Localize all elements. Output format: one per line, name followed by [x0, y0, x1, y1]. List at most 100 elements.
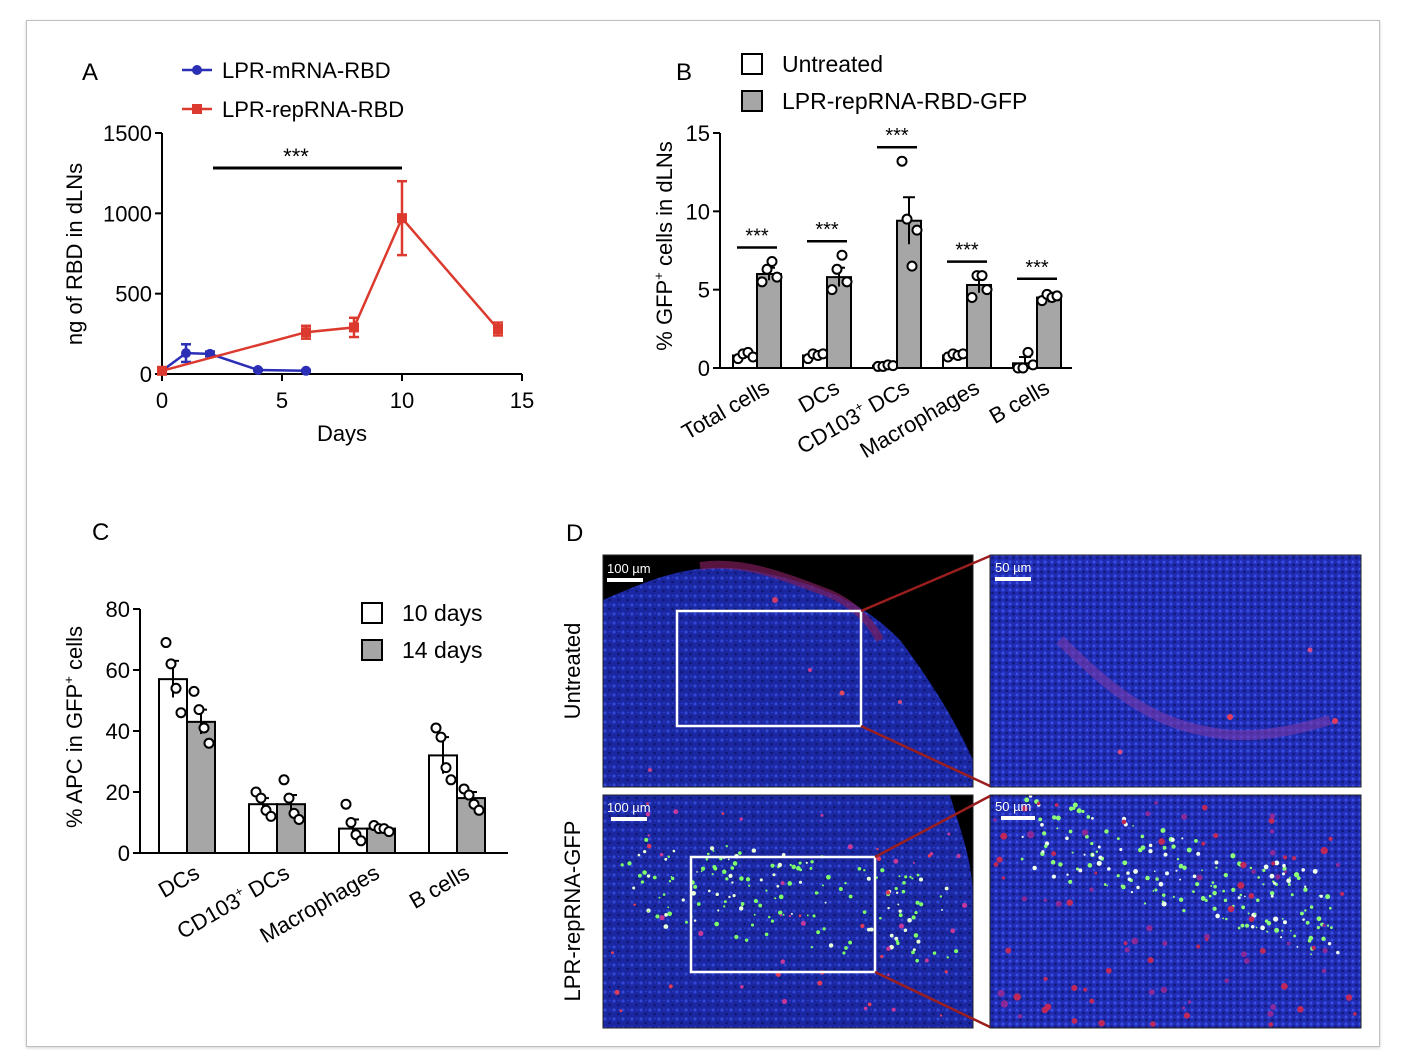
gfp-signal — [758, 903, 763, 908]
gfp-signal — [632, 886, 636, 890]
gfp-signal — [789, 863, 792, 867]
gfp-signal — [1211, 881, 1215, 884]
replicate-point — [440, 762, 452, 774]
gfp-signal — [902, 880, 906, 885]
gfp-signal — [705, 858, 709, 861]
gfp-signal — [932, 951, 937, 955]
red-signal — [1041, 1006, 1049, 1014]
gfp-signal — [1269, 873, 1275, 879]
gfp-signal — [744, 938, 749, 942]
significance-label: *** — [815, 219, 839, 241]
red-signal — [1345, 994, 1353, 1001]
gfp-signal — [652, 875, 657, 880]
gfp-signal — [1326, 924, 1330, 927]
gfp-signal — [770, 863, 775, 868]
red-signal — [1043, 898, 1048, 902]
red-signal — [1187, 1000, 1192, 1004]
gfp-signal — [1098, 855, 1103, 860]
gfp-signal — [1208, 894, 1212, 898]
replicate-point — [255, 792, 267, 804]
gfp-signal — [1214, 860, 1219, 865]
gfp-signal — [1085, 834, 1089, 839]
replicate-point — [911, 224, 923, 236]
gfp-signal — [765, 889, 768, 892]
red-signal — [876, 847, 879, 851]
red-signal — [1281, 982, 1288, 990]
replicate-point — [165, 658, 177, 670]
gfp-signal — [866, 876, 871, 881]
gfp-signal — [1244, 895, 1246, 898]
red-signal — [1148, 989, 1155, 995]
gfp-signal — [916, 873, 920, 877]
gfp-signal — [1301, 868, 1306, 872]
gfp-signal — [787, 881, 793, 886]
red-signal — [1013, 993, 1021, 1001]
red-signal — [939, 1014, 943, 1017]
legend-label: LPR-repRNA-RBD — [222, 97, 404, 122]
gfp-signal — [685, 920, 688, 924]
gfp-signal — [640, 880, 645, 884]
replicate-point — [826, 284, 838, 296]
red-signal — [1268, 1022, 1274, 1027]
data-point — [349, 322, 359, 333]
red-signal — [1269, 813, 1276, 819]
red-signal — [1121, 819, 1127, 825]
gfp-signal — [875, 876, 878, 879]
gfp-signal — [821, 884, 824, 887]
gfp-signal — [879, 916, 882, 920]
gfp-signal — [774, 897, 777, 900]
gfp-signal — [707, 852, 710, 856]
scale-bar — [611, 817, 647, 821]
gfp-signal — [1186, 847, 1192, 853]
panel-d-microscopy: D Untreated LPR-repRNA-GFP — [560, 520, 1362, 1029]
gfp-signal — [1280, 936, 1283, 939]
gfp-signal — [1290, 893, 1294, 897]
replicate-point — [756, 276, 768, 288]
gfp-signal — [1237, 926, 1241, 930]
gfp-signal — [1210, 884, 1213, 887]
gfp-signal — [696, 871, 698, 873]
data-point — [253, 364, 263, 375]
gfp-signal — [1288, 877, 1291, 880]
replicate-point — [293, 813, 305, 825]
gfp-signal — [1293, 934, 1297, 938]
gfp-signal — [1302, 918, 1305, 921]
gfp-signal — [693, 884, 698, 889]
gfp-signal — [1329, 906, 1332, 910]
y-tick-label: 500 — [115, 282, 152, 307]
gfp-signal — [1321, 936, 1326, 942]
data-point — [301, 365, 311, 376]
gfp-signal — [667, 855, 671, 858]
gfp-signal — [777, 862, 783, 868]
gfp-signal — [1081, 809, 1085, 814]
red-signal — [645, 811, 651, 817]
y-tick-label: 0 — [140, 362, 152, 387]
red-signal — [1251, 869, 1256, 874]
series-reprna — [157, 179, 503, 376]
red-signal — [1066, 899, 1073, 906]
red-signal — [885, 890, 891, 895]
gfp-signal — [1056, 827, 1059, 830]
gfp-signal — [1148, 848, 1153, 854]
gfp-signal — [903, 928, 908, 932]
gfp-signal — [731, 881, 734, 884]
gfp-signal — [664, 913, 668, 917]
replicate-point — [1022, 346, 1034, 358]
gfp-signal — [911, 950, 915, 955]
gfp-signal — [1132, 824, 1134, 827]
gfp-signal — [822, 927, 826, 931]
gfp-signal — [941, 908, 943, 911]
red-signal — [1328, 836, 1333, 841]
scale-bar-label: 50 µm — [995, 560, 1031, 575]
red-signal — [1353, 1012, 1357, 1016]
gfp-signal — [1107, 867, 1111, 871]
gfp-signal — [1044, 844, 1048, 849]
gfp-signal — [1154, 888, 1158, 892]
gfp-signal — [810, 860, 814, 864]
replicate-point — [761, 263, 773, 275]
y-axis-label: ng of RBD in dLNs — [62, 163, 87, 345]
gfp-signal — [767, 915, 771, 919]
significance-label: *** — [885, 125, 909, 147]
